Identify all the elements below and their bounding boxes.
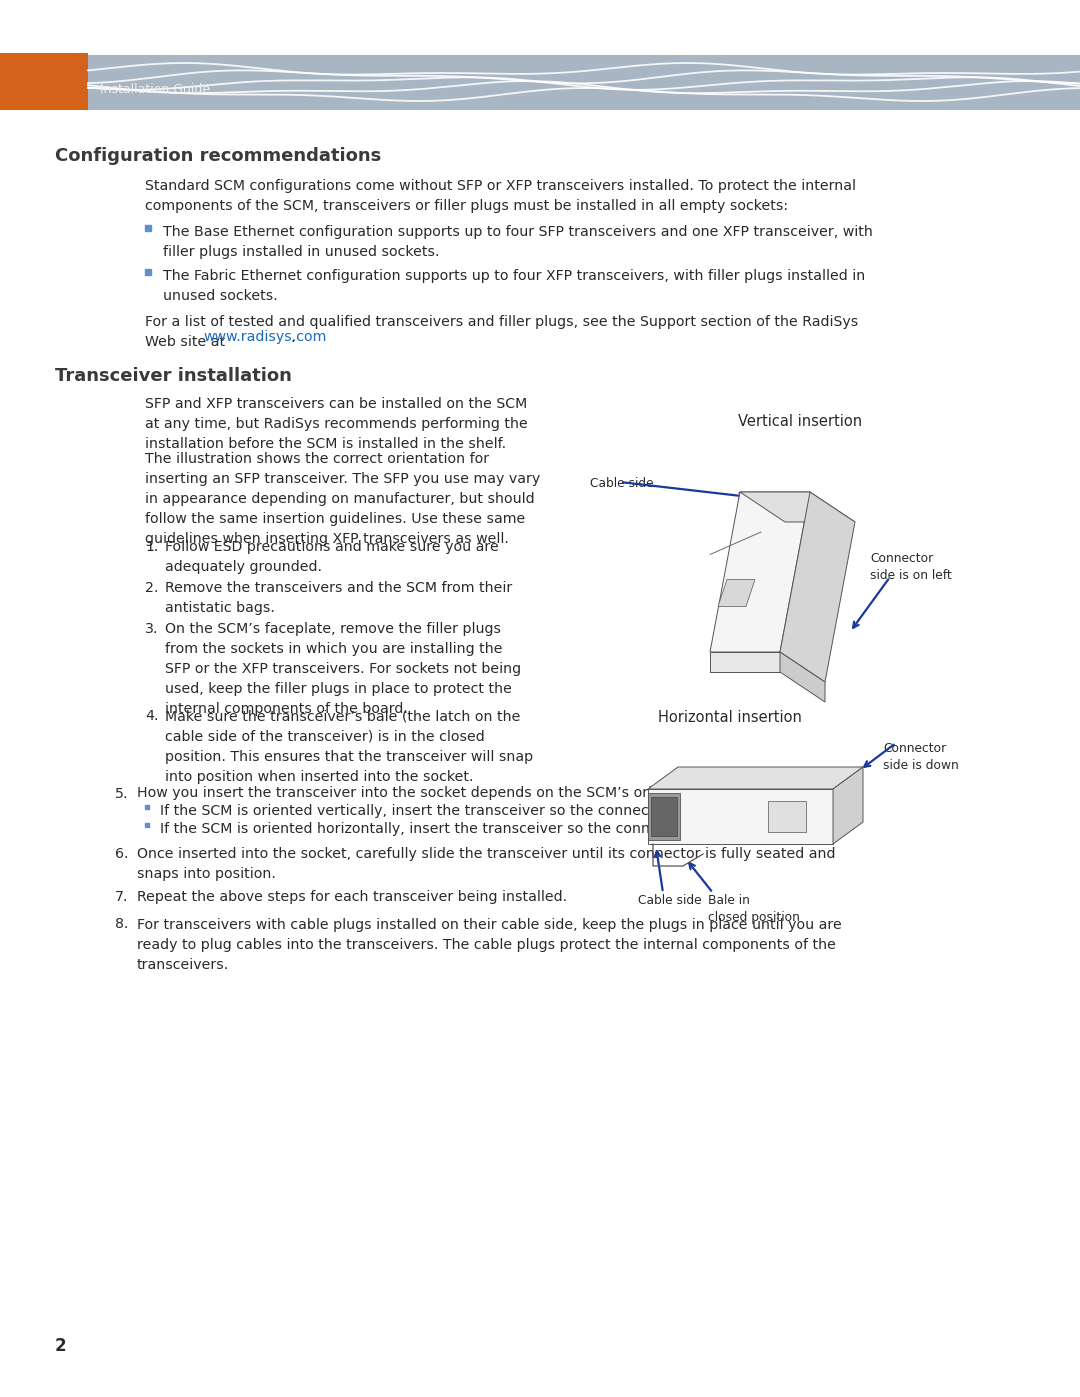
Text: 3.: 3.	[145, 622, 159, 636]
Text: For a list of tested and qualified transceivers and filler plugs, see the Suppor: For a list of tested and qualified trans…	[145, 314, 859, 349]
Text: Configuration recommendations: Configuration recommendations	[55, 147, 381, 165]
Text: Remove the transceivers and the SCM from their
antistatic bags.: Remove the transceivers and the SCM from…	[165, 581, 512, 615]
Text: 1.: 1.	[145, 541, 159, 555]
Text: 2.: 2.	[145, 581, 159, 595]
Polygon shape	[780, 492, 855, 682]
Text: Installation Guide: Installation Guide	[100, 82, 211, 96]
Text: Bale in
closed position: Bale in closed position	[708, 894, 800, 923]
Text: Once inserted into the socket, carefully slide the transceiver until its connect: Once inserted into the socket, carefully…	[137, 847, 836, 882]
Polygon shape	[833, 767, 863, 844]
Polygon shape	[710, 652, 780, 672]
Polygon shape	[718, 580, 755, 606]
Text: Follow ESD precautions and make sure you are
adequately grounded.: Follow ESD precautions and make sure you…	[165, 541, 499, 574]
Text: Repeat the above steps for each transceiver being installed.: Repeat the above steps for each transcei…	[137, 890, 567, 904]
Text: .: .	[291, 331, 296, 345]
Polygon shape	[780, 652, 825, 703]
Text: 5.: 5.	[114, 787, 129, 800]
Text: Connector
side is on left: Connector side is on left	[870, 552, 951, 583]
Text: The illustration shows the correct orientation for
inserting an SFP transceiver.: The illustration shows the correct orien…	[145, 453, 540, 546]
Polygon shape	[768, 800, 806, 833]
Text: Make sure the transceiver’s bale (the latch on the
cable side of the transceiver: Make sure the transceiver’s bale (the la…	[165, 710, 534, 784]
Text: Transceiver installation: Transceiver installation	[55, 367, 292, 386]
Text: How you insert the transceiver into the socket depends on the SCM’s orientation:: How you insert the transceiver into the …	[137, 787, 716, 800]
Text: Vertical insertion: Vertical insertion	[738, 414, 862, 429]
Polygon shape	[648, 789, 833, 844]
Polygon shape	[740, 492, 855, 522]
Text: On the SCM’s faceplate, remove the filler plugs
from the sockets in which you ar: On the SCM’s faceplate, remove the fille…	[165, 622, 522, 717]
Polygon shape	[710, 492, 810, 652]
Text: Standard SCM configurations come without SFP or XFP transceivers installed. To p: Standard SCM configurations come without…	[145, 179, 856, 214]
Text: 2: 2	[55, 1337, 67, 1355]
Bar	[0, 54, 1080, 110]
Text: SFP and XFP transceivers can be installed on the SCM
at any time, but RadiSys re: SFP and XFP transceivers can be installe…	[145, 397, 528, 451]
Text: Connector
side is down: Connector side is down	[883, 742, 959, 773]
Text: If the SCM is oriented horizontally, insert the transceiver so the connector sid: If the SCM is oriented horizontally, ins…	[160, 821, 783, 835]
Polygon shape	[648, 767, 863, 789]
Text: The Base Ethernet configuration supports up to four SFP transceivers and one XFP: The Base Ethernet configuration supports…	[163, 225, 873, 258]
Text: Cable side: Cable side	[590, 476, 653, 490]
Polygon shape	[648, 793, 680, 840]
Bar	[0, 53, 87, 110]
Text: The Fabric Ethernet configuration supports up to four XFP transceivers, with fil: The Fabric Ethernet configuration suppor…	[163, 270, 865, 303]
Polygon shape	[651, 798, 677, 835]
Text: If the SCM is oriented vertically, insert the transceiver so the connector side : If the SCM is oriented vertically, inser…	[160, 805, 800, 819]
Text: www.radisys.com: www.radisys.com	[203, 331, 326, 345]
Text: For transceivers with cable plugs installed on their cable side, keep the plugs : For transceivers with cable plugs instal…	[137, 918, 841, 971]
Text: 7.: 7.	[114, 890, 129, 904]
Text: Cable side: Cable side	[638, 894, 702, 907]
Text: 6.: 6.	[114, 847, 129, 861]
Text: 4.: 4.	[145, 710, 159, 724]
Text: 8.: 8.	[114, 918, 129, 932]
Text: Horizontal insertion: Horizontal insertion	[658, 710, 802, 725]
